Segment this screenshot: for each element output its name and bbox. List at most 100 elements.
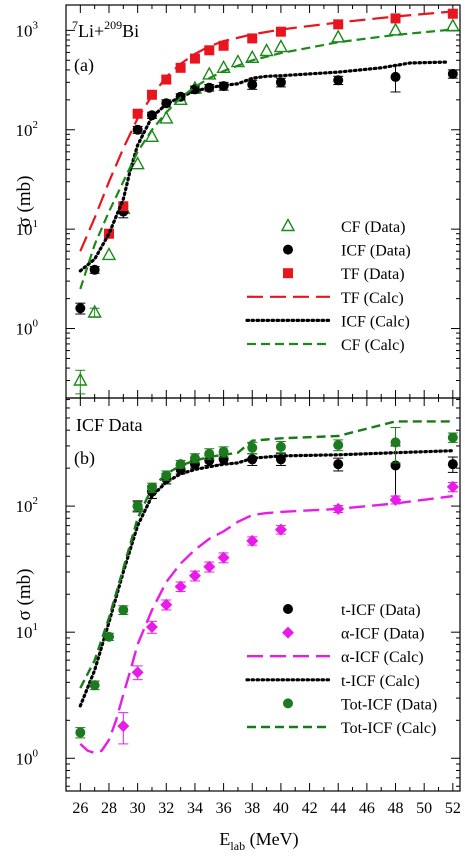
legend-label: α-ICF (Data) xyxy=(341,626,424,643)
data-point xyxy=(89,680,100,691)
x-tick-label: 36 xyxy=(216,800,232,817)
data-point xyxy=(146,110,157,121)
x-axis-label: Elab (MeV) xyxy=(219,829,298,853)
data-point xyxy=(204,82,215,93)
x-tick-label: 44 xyxy=(330,800,346,817)
text-part: 209 xyxy=(104,18,122,32)
text-part: 10 xyxy=(16,623,33,642)
data-point xyxy=(189,453,200,464)
x-tick-label: 46 xyxy=(359,800,375,817)
data-point xyxy=(188,569,201,582)
y-tick-label: 100 xyxy=(16,318,39,339)
data-point xyxy=(273,39,289,53)
text-part: 1 xyxy=(33,218,39,230)
y-tick-label: 103 xyxy=(16,19,39,40)
legend: t-ICF (Data) α-ICF (Data) α-ICF (Calc) t-IC… xyxy=(245,602,437,737)
text-part: Bi xyxy=(122,21,139,41)
y-axis-label: σ (mb) xyxy=(14,176,35,228)
data-point xyxy=(390,13,401,24)
text-part: 2 xyxy=(33,495,39,507)
data-point xyxy=(331,29,346,43)
data-point xyxy=(388,22,403,36)
text-part: 10 xyxy=(16,21,33,40)
text-part: 10 xyxy=(16,749,33,768)
data-point xyxy=(189,53,200,64)
data-point xyxy=(333,19,344,30)
text-part: 3 xyxy=(33,19,39,31)
series--icf-calc- xyxy=(79,494,453,755)
data-point xyxy=(247,33,258,44)
y-tick-label: 100 xyxy=(16,747,39,768)
series-line xyxy=(79,494,453,755)
data-point xyxy=(247,442,258,453)
data-point xyxy=(132,108,143,119)
y-tick-label: 101 xyxy=(16,218,39,239)
y-axis-label: σ (mb) xyxy=(14,569,35,621)
data-point xyxy=(89,264,100,275)
data-point xyxy=(103,631,114,642)
legend-marker xyxy=(280,218,296,232)
data-point xyxy=(390,437,401,448)
panel-label: (a) xyxy=(74,55,94,76)
data-point xyxy=(132,124,143,135)
y-tick-label: 101 xyxy=(16,621,39,642)
data-point xyxy=(216,59,231,74)
data-point xyxy=(161,74,172,85)
data-point xyxy=(447,68,458,79)
data-point xyxy=(333,75,344,86)
text-part: Li+ xyxy=(78,21,104,41)
text-part: 1 xyxy=(33,621,39,633)
data-point xyxy=(275,441,286,452)
data-point xyxy=(159,110,174,124)
x-tick-label: 38 xyxy=(244,800,260,817)
x-tick-label: 48 xyxy=(388,800,404,817)
text-part: 0 xyxy=(33,747,39,759)
text-part: 10 xyxy=(16,497,33,516)
series-t-icf-calc- xyxy=(78,449,455,708)
series-tot-icf-data- xyxy=(75,427,458,739)
text-part: 10 xyxy=(16,220,33,239)
data-point xyxy=(245,49,260,63)
panel-label: (b) xyxy=(74,448,95,469)
series-tf-calc- xyxy=(79,10,453,252)
y-tick-label: 102 xyxy=(16,119,39,140)
legend-marker xyxy=(283,698,293,709)
series-cf-calc- xyxy=(79,28,453,290)
data-point xyxy=(445,18,461,32)
legend-label: α-ICF (Calc) xyxy=(341,649,424,666)
data-point xyxy=(145,620,158,633)
data-point xyxy=(118,201,129,212)
chart-title: 7Li+209Bi xyxy=(72,18,139,41)
data-point xyxy=(446,480,459,493)
data-point xyxy=(447,8,458,19)
data-point xyxy=(218,40,229,51)
legend-marker xyxy=(283,604,293,614)
data-point xyxy=(101,246,117,261)
data-point xyxy=(204,45,215,56)
legend-marker xyxy=(283,268,293,279)
text-part: 0 xyxy=(33,318,39,330)
text-part: 2 xyxy=(33,119,39,131)
data-point xyxy=(87,304,102,318)
series-line xyxy=(78,60,448,273)
data-point xyxy=(246,534,259,547)
data-point xyxy=(203,560,216,573)
legend-label: ICF (Calc) xyxy=(341,313,410,330)
data-point xyxy=(390,71,401,82)
text-part: 10 xyxy=(16,121,33,140)
legend-label: CF (Calc) xyxy=(341,337,405,354)
data-point xyxy=(175,459,186,470)
legend: CF (Data) ICF (Data) TF (Data) TF (Calc) ICF… xyxy=(245,218,411,354)
data-point xyxy=(447,432,458,443)
text-part: 10 xyxy=(16,320,33,339)
legend-label: t-ICF (Data) xyxy=(341,602,421,619)
x-tick-label: 42 xyxy=(302,800,318,817)
legend-label: ICF (Data) xyxy=(341,243,411,260)
x-tick-label: 30 xyxy=(130,800,146,817)
text-part: E xyxy=(219,829,230,849)
chart-title: ICF Data xyxy=(76,415,143,435)
data-point xyxy=(132,501,143,512)
data-point xyxy=(160,598,173,611)
series-line xyxy=(79,28,453,290)
